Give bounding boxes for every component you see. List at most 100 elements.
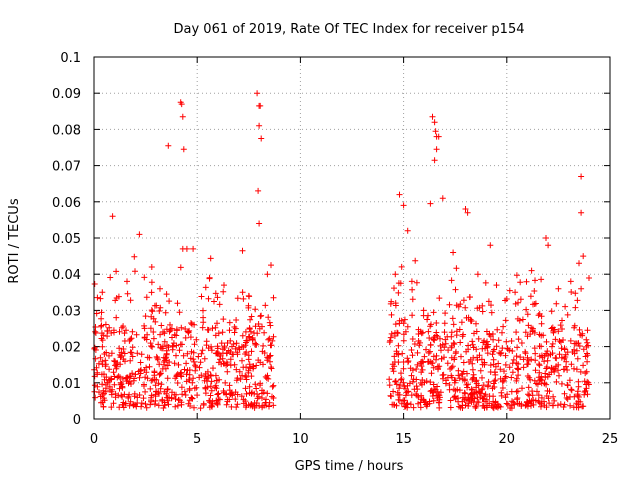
data-point bbox=[544, 364, 550, 370]
data-point bbox=[401, 316, 408, 323]
data-point bbox=[248, 401, 255, 408]
data-point bbox=[464, 209, 471, 216]
data-point bbox=[455, 367, 462, 374]
data-point bbox=[131, 253, 138, 260]
data-point bbox=[205, 327, 212, 333]
data-point bbox=[153, 302, 160, 309]
data-point bbox=[178, 324, 185, 331]
data-point bbox=[392, 378, 399, 384]
data-point bbox=[99, 289, 106, 296]
data-point bbox=[253, 341, 260, 348]
data-point bbox=[137, 359, 144, 366]
data-point bbox=[182, 326, 189, 332]
data-point bbox=[208, 387, 215, 394]
data-point bbox=[133, 331, 140, 338]
data-point bbox=[517, 279, 524, 286]
data-point bbox=[253, 385, 260, 392]
data-point bbox=[396, 385, 403, 392]
data-point bbox=[196, 374, 203, 381]
data-point bbox=[425, 350, 432, 356]
data-point bbox=[141, 381, 147, 388]
data-point bbox=[409, 296, 416, 303]
data-point bbox=[452, 396, 459, 402]
data-point bbox=[437, 389, 444, 396]
data-point bbox=[546, 388, 553, 395]
data-point bbox=[215, 390, 222, 397]
data-point bbox=[399, 350, 406, 357]
data-point bbox=[529, 328, 536, 335]
data-point bbox=[220, 288, 227, 295]
data-point bbox=[464, 370, 470, 377]
data-point bbox=[200, 400, 207, 407]
data-point bbox=[391, 353, 398, 360]
data-point bbox=[561, 390, 568, 397]
data-point bbox=[586, 275, 592, 281]
data-point bbox=[142, 313, 149, 320]
data-point bbox=[515, 365, 522, 372]
data-point bbox=[102, 357, 109, 364]
data-point bbox=[506, 287, 513, 294]
data-point bbox=[233, 377, 240, 384]
data-point bbox=[532, 350, 539, 357]
data-point bbox=[458, 371, 465, 378]
data-point bbox=[165, 344, 172, 351]
data-point bbox=[544, 348, 551, 355]
data-point bbox=[580, 253, 587, 260]
data-point bbox=[156, 308, 163, 314]
data-point bbox=[180, 352, 187, 359]
data-point bbox=[482, 279, 489, 286]
data-point bbox=[129, 370, 136, 377]
data-point bbox=[197, 405, 204, 412]
data-point bbox=[412, 257, 419, 264]
data-point bbox=[514, 388, 521, 395]
data-point bbox=[184, 367, 191, 374]
data-point bbox=[189, 379, 196, 386]
data-point bbox=[479, 374, 485, 381]
data-point bbox=[558, 380, 565, 387]
data-point bbox=[568, 289, 575, 295]
data-point bbox=[129, 353, 136, 360]
data-point bbox=[465, 381, 471, 388]
data-point bbox=[448, 277, 455, 284]
data-point bbox=[525, 322, 532, 329]
data-point bbox=[250, 365, 257, 372]
data-point bbox=[163, 326, 170, 333]
data-point bbox=[559, 326, 565, 332]
data-point bbox=[556, 372, 562, 379]
data-point bbox=[152, 401, 158, 407]
data-point bbox=[112, 394, 119, 401]
data-point bbox=[527, 293, 534, 300]
data-point bbox=[393, 402, 400, 409]
data-point bbox=[174, 402, 181, 409]
data-point bbox=[469, 360, 476, 367]
data-point bbox=[549, 350, 556, 357]
data-point bbox=[427, 379, 434, 386]
y-tick-label: 0.03 bbox=[52, 304, 81, 319]
data-point bbox=[448, 329, 455, 336]
data-point bbox=[449, 363, 456, 370]
data-point bbox=[127, 398, 134, 405]
data-point bbox=[509, 348, 516, 354]
data-point bbox=[499, 385, 506, 391]
data-point bbox=[99, 399, 106, 406]
data-point bbox=[504, 345, 511, 352]
data-point bbox=[491, 346, 498, 353]
data-point bbox=[165, 142, 172, 149]
data-point bbox=[419, 358, 426, 365]
data-point bbox=[585, 342, 592, 349]
data-point bbox=[386, 339, 393, 346]
data-point bbox=[409, 336, 416, 342]
data-point bbox=[256, 122, 263, 129]
x-tick-label: 15 bbox=[395, 432, 412, 447]
data-point bbox=[535, 398, 542, 405]
data-point bbox=[420, 307, 427, 314]
data-point bbox=[408, 392, 415, 399]
data-point bbox=[407, 365, 414, 372]
data-point bbox=[467, 294, 473, 300]
data-point bbox=[121, 391, 128, 398]
data-point bbox=[548, 325, 555, 332]
data-point bbox=[478, 390, 485, 397]
data-point bbox=[410, 404, 417, 411]
data-point bbox=[166, 359, 173, 365]
data-point bbox=[431, 119, 438, 126]
